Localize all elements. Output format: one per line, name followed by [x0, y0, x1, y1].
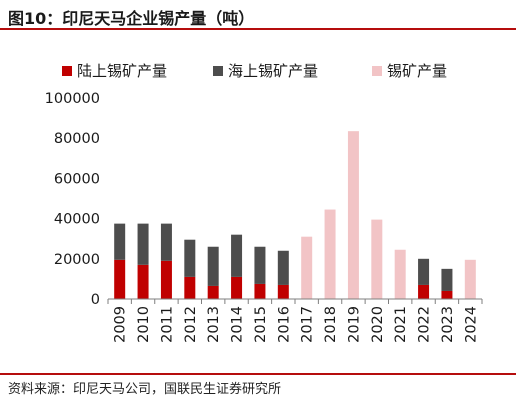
legend-label: 锡矿产量	[387, 62, 447, 80]
x-tick-label: 2019	[346, 306, 362, 343]
title-rule	[0, 28, 516, 30]
bar	[254, 283, 266, 299]
legend-swatch	[62, 66, 72, 76]
x-tick-label: 2016	[276, 306, 292, 343]
legend-swatch	[372, 66, 382, 76]
bar	[371, 219, 383, 299]
x-tick-label: 2023	[440, 306, 456, 343]
x-tick-label: 2021	[393, 306, 409, 343]
x-tick-label: 2011	[159, 306, 175, 343]
legend-swatch	[213, 66, 223, 76]
x-tick-label: 2020	[370, 306, 386, 343]
bar	[231, 234, 243, 277]
y-tick-label: 100000	[45, 91, 100, 107]
x-tick-label: 2009	[113, 306, 129, 343]
footer-rule	[0, 373, 516, 375]
bar	[347, 131, 359, 299]
legend-label: 海上锡矿产量	[228, 62, 318, 80]
bar	[207, 246, 219, 286]
x-tick-label: 2018	[323, 306, 339, 343]
bar	[441, 290, 453, 299]
bar	[184, 276, 196, 299]
bar	[114, 259, 126, 299]
x-tick-label: 2012	[183, 306, 199, 343]
x-tick-label: 2010	[136, 306, 152, 343]
bar	[184, 239, 196, 277]
bar	[324, 209, 336, 299]
bar	[464, 259, 476, 299]
y-tick-label: 0	[91, 292, 100, 308]
x-tick-label: 2014	[230, 306, 246, 343]
bar	[418, 284, 430, 299]
y-tick-label: 40000	[54, 212, 100, 228]
bar	[137, 264, 149, 299]
y-tick-label: 60000	[54, 171, 100, 187]
bar	[277, 250, 289, 285]
bar	[137, 223, 149, 265]
bar	[160, 260, 172, 299]
chart-title: 图10：印尼天马企业锡产量（吨）	[8, 9, 255, 28]
y-tick-label: 80000	[54, 131, 100, 147]
bar	[277, 284, 289, 299]
x-tick-label: 2017	[300, 306, 316, 343]
x-tick-label: 2022	[417, 306, 433, 343]
bar	[254, 246, 266, 284]
bar	[160, 223, 172, 261]
legend-label: 陆上锡矿产量	[77, 62, 167, 80]
bar	[114, 223, 126, 260]
x-tick-label: 2013	[206, 306, 222, 343]
x-tick-label: 2024	[463, 306, 479, 343]
bar	[301, 236, 313, 299]
bar	[207, 285, 219, 299]
bar	[231, 276, 243, 299]
y-tick-label: 20000	[54, 252, 100, 268]
source-note: 资料来源：印尼天马公司，国联民生证券研究所	[8, 382, 282, 397]
bar	[418, 258, 430, 285]
x-tick-label: 2015	[253, 306, 269, 343]
bar	[394, 249, 406, 299]
bar	[441, 268, 453, 291]
